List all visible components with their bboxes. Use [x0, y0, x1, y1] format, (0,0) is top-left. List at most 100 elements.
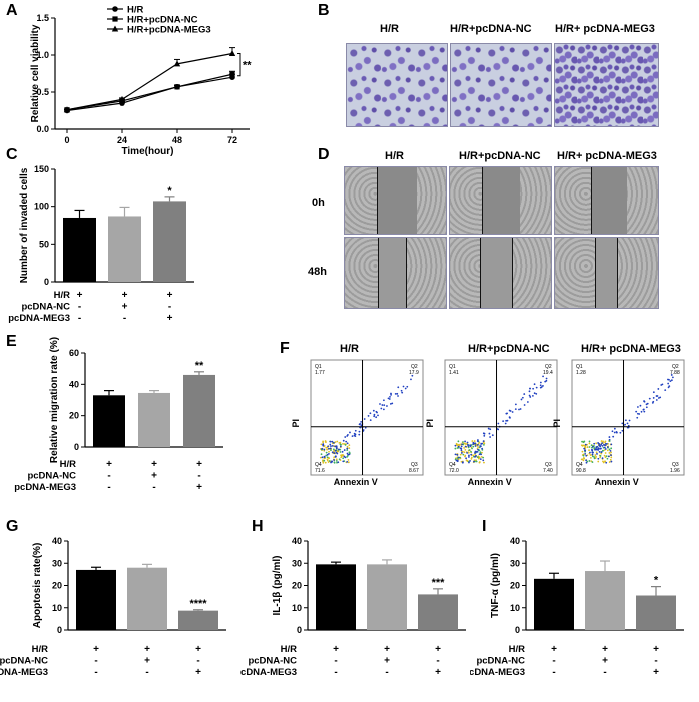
- row-label: pcDNA-MEG3: [470, 667, 525, 678]
- flow-dot: [372, 409, 375, 412]
- flow-dot: [474, 445, 477, 447]
- ylabel: Relative migration rate (%): [49, 337, 60, 463]
- flow-dot: [608, 440, 611, 442]
- sig-annotation: ***: [432, 577, 446, 589]
- flow-dot: [472, 442, 475, 445]
- flow-dot: [545, 379, 548, 382]
- flow-dot: [464, 445, 467, 448]
- flow-dot: [468, 454, 470, 457]
- flow-dot: [584, 449, 587, 452]
- flow-dot: [505, 412, 508, 415]
- flow-dot: [606, 446, 609, 448]
- flow-dot: [335, 451, 338, 454]
- b-header-nc: H/R+pcDNA-NC: [450, 23, 532, 35]
- flow-dot: [607, 455, 610, 458]
- flow-dot: [391, 402, 394, 405]
- row-sign: -: [94, 656, 97, 667]
- flow-dot: [609, 458, 612, 461]
- row-sign: +: [144, 644, 150, 655]
- flow-dot: [514, 403, 517, 406]
- bar: [138, 392, 170, 447]
- flow-dot: [467, 445, 470, 447]
- flow-q4-label: Q4: [315, 462, 322, 468]
- b-header-meg3: H/R+ pcDNA-MEG3: [555, 23, 655, 35]
- ytick-label: 50: [39, 239, 49, 249]
- flow-dot: [461, 443, 464, 446]
- bar: [183, 374, 215, 447]
- flow-dot: [348, 447, 351, 450]
- flow-q3-value: 7.40: [543, 468, 553, 474]
- a-legend-label: H/R: [127, 5, 144, 16]
- d-header-nc: H/R+pcDNA-NC: [459, 150, 541, 162]
- flow-dot: [604, 441, 606, 444]
- flow-dot: [611, 430, 614, 433]
- row-sign: +: [384, 644, 390, 655]
- flow-dot: [474, 452, 476, 454]
- flow-dot: [606, 449, 609, 452]
- transwell-image-meg3: [554, 43, 659, 127]
- flow-dot: [463, 451, 466, 454]
- row-sign: +: [93, 644, 99, 655]
- flow-dot: [588, 449, 590, 452]
- flow-dot: [648, 397, 651, 400]
- flow-dot: [594, 454, 597, 456]
- flow-dot: [406, 385, 409, 388]
- flow-dot: [664, 389, 667, 392]
- row-sign: -: [145, 667, 148, 678]
- flow-dot: [592, 451, 594, 454]
- flow-dot: [469, 460, 471, 462]
- flow-dot: [475, 460, 478, 463]
- row-sign: +: [435, 644, 441, 655]
- flow-dot: [360, 420, 363, 423]
- row-label: pcDNA-NC: [0, 656, 48, 667]
- a-point: [118, 95, 126, 102]
- flow-dot: [382, 408, 385, 411]
- flow-dot: [454, 453, 457, 456]
- flow-dot: [358, 430, 361, 433]
- row-label: pcDNA-MEG3: [0, 667, 48, 678]
- ylabel: Apoptosis rate(%): [32, 543, 43, 629]
- flow-dot: [624, 423, 626, 426]
- flow-dot: [464, 440, 466, 443]
- a-ylabel: Relative cell viability: [30, 24, 41, 122]
- flow-dot: [335, 458, 338, 461]
- flow-dot: [593, 456, 596, 458]
- flow-q4-value: 90.8: [576, 468, 586, 474]
- flow-dot: [324, 461, 327, 464]
- flow-dot: [459, 456, 462, 459]
- row-sign: -: [152, 482, 155, 493]
- flow-dot: [483, 434, 486, 437]
- flow-dot: [636, 416, 639, 419]
- scratch-image-nc-48h: [449, 237, 552, 309]
- flow-dot: [643, 410, 646, 413]
- flow-dot: [645, 406, 648, 409]
- flow-dot: [581, 440, 583, 443]
- flow-dot: [330, 445, 332, 447]
- flow-dot: [460, 452, 463, 454]
- flow-dot: [489, 436, 492, 438]
- flow-dot: [471, 447, 473, 450]
- flow-dot: [477, 448, 479, 451]
- d-label-0h: 0h: [312, 197, 325, 209]
- flow-dot: [459, 447, 462, 450]
- flow-dot: [456, 460, 459, 463]
- f-header-nc: H/R+pcDNA-NC: [468, 343, 550, 355]
- flow-dot: [326, 458, 329, 461]
- flow-q1-label: Q1: [315, 364, 322, 370]
- row-sign: +: [151, 471, 157, 482]
- flow-dot: [335, 445, 338, 448]
- flow-dot: [603, 454, 606, 457]
- transwell-image-nc: [450, 43, 552, 127]
- flow-dot: [473, 460, 475, 463]
- flow-dot: [331, 440, 334, 443]
- flow-dot: [600, 452, 603, 455]
- flow-dot: [328, 450, 330, 453]
- flow-dot: [595, 455, 597, 458]
- flow-dot: [471, 456, 473, 459]
- flow-dot: [346, 455, 349, 458]
- flow-dot: [470, 458, 473, 460]
- d-label-48h: 48h: [308, 266, 327, 278]
- flow-dot: [335, 447, 338, 450]
- flow-dot: [479, 445, 482, 447]
